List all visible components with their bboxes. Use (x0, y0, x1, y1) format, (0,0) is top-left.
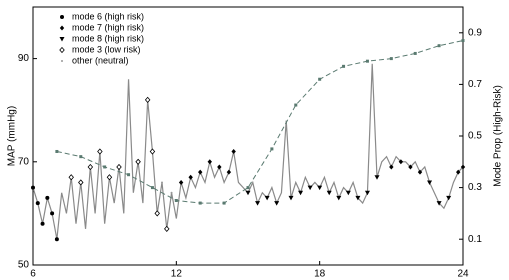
legend-label: mode 7 (high risk) (72, 22, 144, 32)
marker (345, 190, 351, 196)
legend-label: mode 8 (high risk) (72, 33, 144, 43)
marker (226, 169, 232, 175)
y-tick-label: 90 (18, 53, 30, 64)
marker (446, 195, 452, 201)
marker (79, 155, 83, 159)
x-tick-label: 24 (457, 269, 469, 280)
legend-marker (59, 46, 65, 54)
x-tick-label: 6 (30, 269, 36, 280)
marker (40, 221, 45, 226)
y-axis-label: MAP (mmHg) (7, 106, 18, 166)
y-tick-label: 70 (18, 156, 30, 167)
legend-label: other (neutral) (72, 55, 129, 65)
marker (456, 169, 461, 175)
marker (437, 44, 441, 48)
legend-marker (60, 15, 64, 19)
marker (436, 201, 442, 206)
marker (270, 147, 274, 151)
y2-tick-label: 0.3 (468, 182, 482, 193)
marker (355, 195, 361, 201)
marker (364, 190, 370, 196)
marker (365, 59, 369, 63)
marker (207, 159, 212, 165)
x-tick-label: 18 (314, 269, 326, 280)
legend-label: mode 3 (low risk) (72, 44, 141, 54)
marker (408, 164, 413, 170)
marker (255, 201, 261, 206)
marker (222, 201, 226, 205)
legend-marker (61, 60, 63, 62)
marker (288, 195, 294, 201)
y-tick-label: 50 (18, 260, 30, 271)
marker (78, 179, 84, 186)
marker (161, 181, 163, 184)
marker (389, 164, 394, 170)
marker (245, 190, 251, 196)
marker (178, 179, 184, 185)
marker (150, 186, 154, 190)
marker (460, 164, 466, 170)
marker (326, 190, 332, 196)
y2-tick-label: 0.1 (468, 234, 482, 245)
marker (217, 164, 222, 170)
marker (50, 211, 55, 216)
marker (116, 163, 122, 171)
marker (54, 237, 59, 242)
marker (198, 169, 203, 175)
legend-marker (59, 37, 65, 42)
marker (246, 186, 250, 190)
marker (154, 210, 160, 217)
marker (149, 148, 156, 155)
y2-tick-label: 0.9 (468, 27, 482, 38)
marker (374, 175, 380, 180)
marker (164, 225, 170, 232)
marker (427, 180, 433, 185)
marker (264, 195, 270, 201)
marker (144, 96, 151, 103)
marker (103, 165, 107, 169)
marker (413, 51, 417, 55)
marker (294, 103, 298, 107)
marker (55, 149, 59, 153)
marker (317, 185, 323, 191)
marker (106, 174, 113, 181)
y2-tick-label: 0.5 (468, 131, 482, 142)
marker (198, 201, 202, 205)
marker (97, 148, 103, 155)
marker (135, 158, 141, 165)
marker (274, 201, 280, 206)
marker (398, 159, 404, 165)
marker (170, 191, 173, 194)
marker (31, 185, 35, 190)
marker (231, 148, 236, 154)
legend-marker (59, 25, 65, 31)
marker (342, 64, 346, 68)
marker (389, 57, 393, 61)
marker (307, 185, 313, 191)
marker (417, 169, 423, 175)
y2-tick-label: 0.7 (468, 79, 482, 90)
marker (35, 201, 40, 206)
x-tick-label: 12 (171, 269, 183, 280)
marker (318, 77, 322, 81)
prop-line (56, 40, 464, 204)
marker (298, 190, 304, 196)
marker (188, 174, 193, 180)
marker (461, 39, 465, 43)
marker (174, 199, 178, 202)
marker (127, 173, 131, 177)
y2-axis-label: Mode Prop (High-Risk) (493, 85, 504, 187)
legend-label: mode 6 (high risk) (72, 11, 144, 21)
marker (45, 195, 50, 200)
marker (68, 174, 74, 181)
marker (336, 195, 342, 201)
marker (87, 163, 94, 171)
